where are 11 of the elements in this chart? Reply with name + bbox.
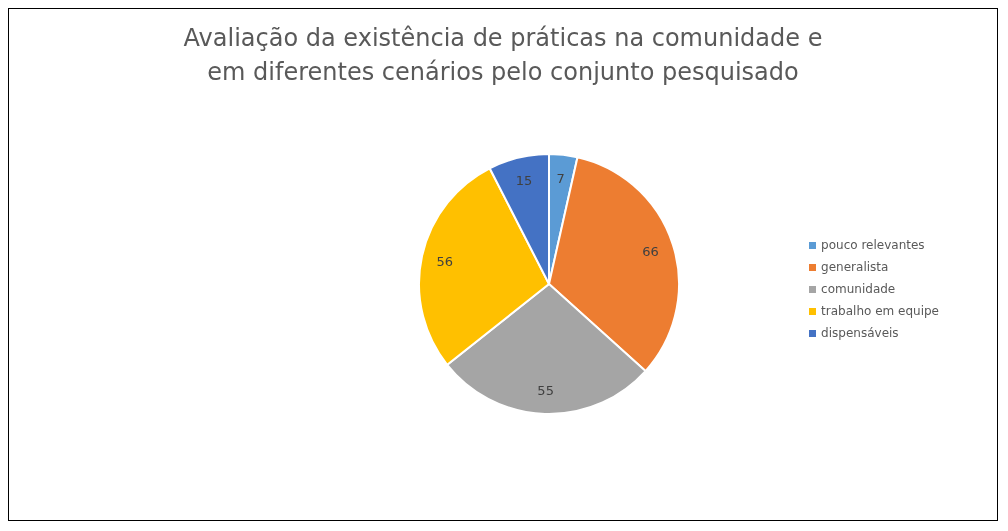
legend-label: comunidade [821, 282, 896, 296]
legend-label: pouco relevantes [821, 238, 925, 252]
data-label: 56 [436, 253, 454, 269]
legend-label: generalista [821, 260, 889, 274]
data-label: 7 [556, 170, 565, 186]
data-label: 55 [537, 383, 554, 399]
legend-label: trabalho em equipe [821, 304, 939, 318]
chart-title: Avaliação da existência de práticas na comunidade e em diferentes cenários pelo conjunto pesquisado [183, 23, 823, 88]
legend-label: dispensáveis [821, 326, 899, 340]
data-label: 66 [642, 244, 659, 260]
data-label: 15 [515, 172, 533, 188]
